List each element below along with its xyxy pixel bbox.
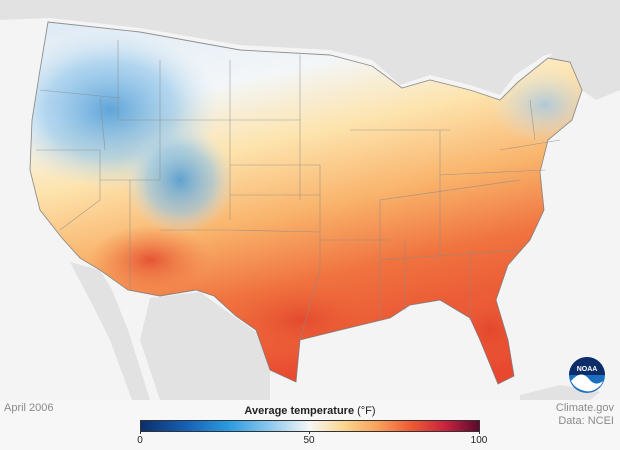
date-label: April 2006 <box>4 402 54 414</box>
legend-title: Average temperature (°F) <box>0 405 620 417</box>
map-footer: April 2006 Average temperature (°F) 0 50… <box>0 400 620 450</box>
legend-title-text: Average temperature <box>244 405 355 417</box>
legend-tickmark-min <box>140 431 141 434</box>
state-borders <box>29 21 583 385</box>
legend-unit: (°F) <box>357 405 376 417</box>
credit-block: Climate.gov Data: NCEI <box>556 402 614 428</box>
legend-tickmark-max <box>479 431 480 434</box>
credit-data: Data: NCEI <box>558 415 614 427</box>
noaa-logo: NOAA <box>569 357 605 393</box>
temperature-map: NOAA <box>0 0 620 400</box>
credit-source: Climate.gov <box>555 402 614 414</box>
legend-tickmark-mid <box>309 431 310 434</box>
legend-tick-mid: 50 <box>303 435 315 446</box>
legend-tick-max: 100 <box>470 435 488 446</box>
neighboring-land <box>0 0 620 400</box>
legend-color-bar <box>140 420 480 432</box>
noaa-logo-text: NOAA <box>577 366 598 373</box>
map-svg <box>0 0 620 400</box>
legend-tick-min: 0 <box>137 435 143 446</box>
